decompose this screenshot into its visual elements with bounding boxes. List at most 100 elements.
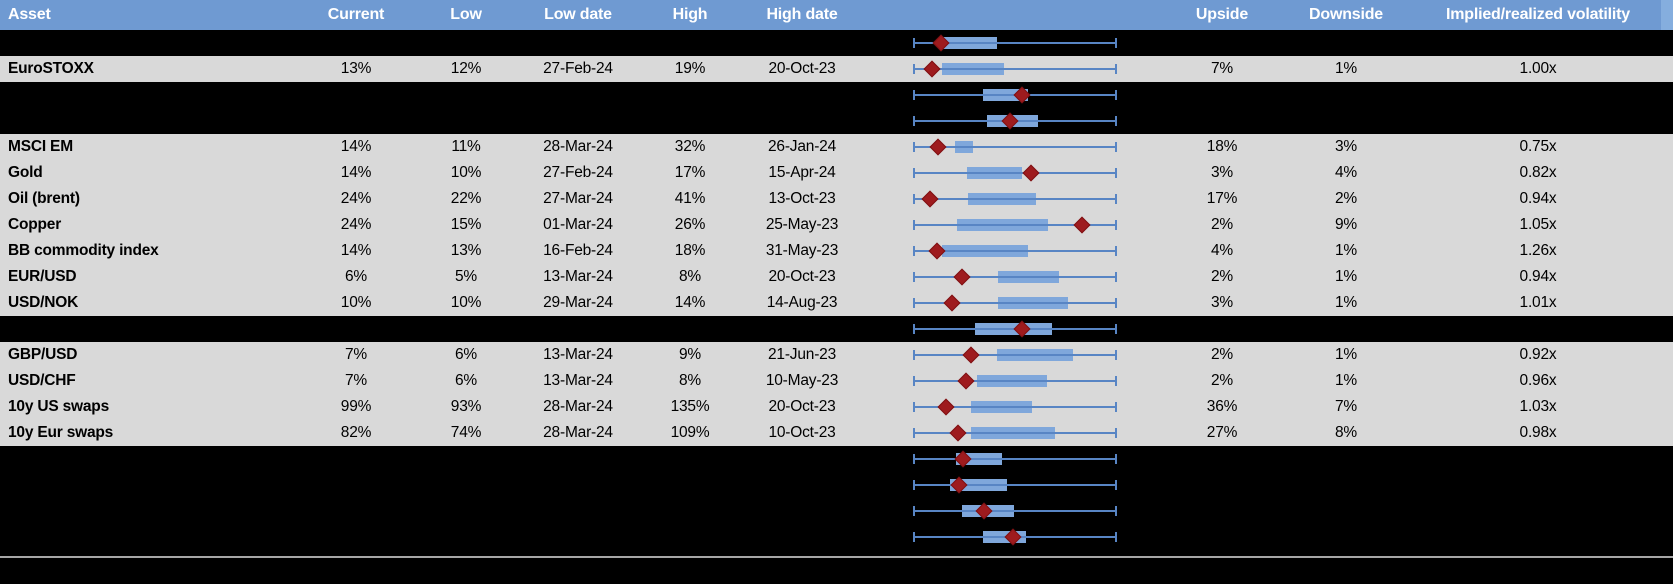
column-header-vol: Implied/realized volatility [1446,6,1630,23]
boxplot [913,160,1117,186]
chart-row [0,108,1673,134]
cell-vol: 0.94x [1519,268,1557,285]
table-row: USD/CHF 7% 6% 13-Mar-24 8% 10-May-23 2% 1% 0.96x [0,368,1673,394]
cell-current: 7% [344,346,367,363]
whisker-cap-left [913,376,915,386]
cell-asset: Oil (brent) [8,190,80,207]
cell-downside: 1% [1334,372,1357,389]
cell-downside: 1% [1334,242,1357,259]
cell-current: 7% [344,372,367,389]
table-row: MSCI EM 14% 11% 28-Mar-24 32% 26-Jan-24 18% 3% 0… [0,134,1673,160]
whisker-line [913,146,1117,148]
chart-row [0,316,1673,342]
cell-low_date: 13-Mar-24 [543,268,613,285]
cell-high: 109% [670,424,710,441]
whisker-cap-left [913,116,915,126]
whisker-cap-left [913,142,915,152]
whisker-cap-left [913,324,915,334]
cell-upside: 2% [1210,372,1233,389]
cell-low: 93% [450,398,482,415]
whisker-cap-right [1115,480,1117,490]
table-row: Oil (brent) 24% 22% 27-Mar-24 41% 13-Oct-23 17… [0,186,1673,212]
cell-upside: 18% [1206,138,1238,155]
cell-high: 26% [674,216,706,233]
boxplot [913,446,1117,472]
boxplot [913,56,1117,82]
cell-upside: 3% [1210,294,1233,311]
table-row: EuroSTOXX 13% 12% 27-Feb-24 19% 20-Oct-23 7% 1%… [0,56,1673,82]
cell-high_date: 10-Oct-23 [768,424,836,441]
cell-downside: 1% [1334,346,1357,363]
cell-high: 41% [674,190,706,207]
whisker-cap-left [913,532,915,542]
cell-vol: 0.82x [1519,164,1557,181]
cell-low: 13% [450,242,482,259]
cell-downside: 3% [1334,138,1357,155]
cell-current: 99% [340,398,372,415]
cell-vol: 0.94x [1519,190,1557,207]
chart-row [0,446,1673,472]
whisker-cap-left [913,480,915,490]
diamond-marker [1073,216,1091,234]
whisker-cap-left [913,246,915,256]
cell-asset: Copper [8,216,62,233]
whisker-cap-left [913,298,915,308]
cell-low_date: 29-Mar-24 [543,294,613,311]
header-corner-strip [1661,0,1673,31]
table-row: Copper 24% 15% 01-Mar-24 26% 25-May-23 2% 9% 1.0… [0,212,1673,238]
whisker-line [913,484,1117,486]
table-row: EUR/USD 6% 5% 13-Mar-24 8% 20-Oct-23 2% 1% 0.94x [0,264,1673,290]
boxplot [913,238,1117,264]
whisker-line [913,224,1117,226]
whisker-cap-right [1115,142,1117,152]
chart-row [0,30,1673,56]
whisker-cap-right [1115,90,1117,100]
cell-high: 8% [678,268,701,285]
boxplot [913,420,1117,446]
cell-low_date: 28-Mar-24 [543,398,613,415]
boxplot [913,212,1117,238]
chart-row [0,82,1673,108]
whisker-cap-left [913,506,915,516]
whisker-cap-right [1115,376,1117,386]
whisker-cap-right [1115,506,1117,516]
cell-downside: 7% [1334,398,1357,415]
column-header-low: Low [450,6,482,23]
divider-line [0,556,1673,558]
cell-high: 9% [678,346,701,363]
table-row: Gold 14% 10% 27-Feb-24 17% 15-Apr-24 3% 4% 0.82x [0,160,1673,186]
whisker-line [913,250,1117,252]
whisker-cap-left [913,272,915,282]
whisker-cap-left [913,402,915,412]
cell-current: 14% [340,138,372,155]
whisker-cap-left [913,38,915,48]
whisker-cap-right [1115,402,1117,412]
cell-vol: 1.26x [1519,242,1557,259]
cell-vol: 1.03x [1519,398,1557,415]
cell-high_date: 13-Oct-23 [768,190,836,207]
diamond-marker [957,372,975,390]
cell-asset: MSCI EM [8,138,73,155]
diamond-marker [923,60,941,78]
whisker-cap-left [913,168,915,178]
boxplot [913,472,1117,498]
whisker-cap-right [1115,38,1117,48]
cell-vol: 1.00x [1519,60,1557,77]
cell-low: 74% [450,424,482,441]
cell-upside: 3% [1210,164,1233,181]
whisker-line [913,302,1117,304]
cell-vol: 1.05x [1519,216,1557,233]
cell-asset: 10y Eur swaps [8,424,114,441]
cell-high_date: 25-May-23 [765,216,839,233]
cell-low: 10% [450,164,482,181]
diamond-marker [953,268,971,286]
cell-current: 6% [344,268,367,285]
cell-low_date: 27-Feb-24 [543,60,613,77]
whisker-cap-right [1115,64,1117,74]
whisker-cap-left [913,428,915,438]
cell-high: 19% [674,60,706,77]
chart-row [0,472,1673,498]
cell-high_date: 15-Apr-24 [768,164,836,181]
whisker-line [913,406,1117,408]
